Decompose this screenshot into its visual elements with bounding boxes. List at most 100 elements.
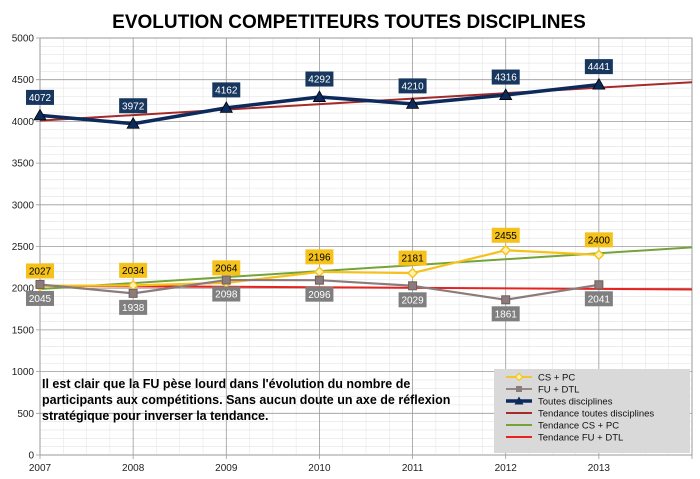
data-label: 2045: [26, 290, 54, 306]
data-label-text: 2400: [588, 235, 611, 246]
chart-title: EVOLUTION COMPETITEURS TOUTES DISCIPLINE…: [112, 12, 586, 33]
data-label-box: [26, 89, 54, 105]
data-label-box: [584, 232, 613, 248]
data-label: 2098: [212, 286, 241, 302]
data-label-box: [26, 263, 54, 279]
legend-marker: [514, 396, 524, 405]
x-tick-label: 2008: [122, 463, 145, 474]
data-label-text: 2096: [308, 290, 331, 301]
data-label: 4441: [584, 59, 613, 75]
data-label-text: 4162: [215, 85, 238, 96]
y-tick-label: 5000: [12, 34, 35, 45]
data-label-box: [398, 78, 427, 94]
legend-item: Toutes disciplines: [506, 396, 613, 407]
data-point: [33, 108, 47, 121]
data-label-box: [491, 69, 520, 85]
y-tick-label: 1000: [12, 367, 35, 378]
legend-item: FU + DTL: [506, 384, 579, 395]
data-label: 4162: [212, 82, 241, 98]
data-label: 2196: [305, 249, 334, 265]
data-label-box: [119, 299, 148, 315]
data-point: [405, 97, 420, 109]
y-tick-label: 3500: [12, 159, 35, 170]
y-tick-label: 4000: [12, 117, 35, 128]
data-label-box: [584, 291, 613, 307]
y-tick-label: 2500: [12, 242, 35, 253]
annotation-text: stratégique pour inverser la tendance.: [42, 409, 268, 423]
legend-item: Tendance FU + DTL: [506, 432, 623, 443]
data-point: [126, 116, 140, 129]
data-point: [128, 288, 138, 298]
data-label-box: [119, 262, 148, 278]
data-point: [501, 295, 511, 305]
y-tick-label: 1500: [12, 325, 35, 336]
data-label-text: 3972: [122, 101, 145, 112]
annotation-text: Il est clair que la FU pèse lourd dans l…: [42, 377, 410, 391]
x-tick-label: 2013: [588, 463, 611, 474]
legend-marker: [514, 372, 524, 382]
legend-item: Tendance CS + PC: [506, 420, 619, 431]
y-tick-label: 500: [17, 409, 34, 420]
data-label-box: [305, 249, 334, 265]
data-label: 2041: [584, 291, 613, 307]
x-tick-label: 2012: [495, 463, 518, 474]
data-label: 1938: [119, 299, 148, 315]
data-label-box: [212, 286, 241, 302]
y-tick-label: 4500: [12, 75, 35, 86]
data-point: [593, 249, 605, 261]
data-label: 2096: [305, 286, 334, 302]
data-label-text: 1938: [122, 303, 145, 314]
data-point: [499, 88, 513, 100]
data-label-box: [212, 260, 241, 276]
data-label: 2029: [398, 292, 427, 308]
data-label: 2034: [119, 262, 148, 278]
data-label-text: 2455: [495, 231, 518, 242]
data-label: 3972: [119, 98, 148, 114]
data-label: 2400: [584, 232, 613, 248]
legend: [494, 369, 690, 453]
data-label-text: 2064: [215, 263, 238, 274]
legend-label: Tendance CS + PC: [538, 420, 619, 431]
data-label-text: 4441: [588, 62, 611, 73]
data-label-box: [491, 227, 520, 243]
data-label-text: 2196: [308, 252, 331, 263]
data-label-box: [491, 306, 520, 322]
data-label-box: [584, 59, 613, 75]
data-label: 4072: [26, 89, 54, 105]
data-label: 2181: [398, 250, 427, 266]
data-label-box: [119, 98, 148, 114]
data-point: [221, 275, 231, 285]
data-label-box: [212, 82, 241, 98]
annotation-text: participants aux compétitions. Sans aucu…: [42, 393, 450, 407]
x-tick-label: 2007: [29, 463, 52, 474]
data-label: 2027: [26, 263, 54, 279]
data-label: 4210: [398, 78, 427, 94]
data-label-text: 4072: [29, 93, 52, 104]
data-label-box: [398, 292, 427, 308]
y-tick-label: 3000: [12, 200, 35, 211]
data-label-text: 2029: [401, 295, 424, 306]
data-point: [592, 77, 606, 90]
data-label-text: 4316: [495, 73, 518, 84]
data-label-text: 2027: [29, 267, 52, 278]
data-label-text: 2034: [122, 266, 145, 277]
data-point: [594, 280, 604, 290]
data-label-text: 4210: [401, 81, 424, 92]
data-label-text: 4292: [308, 75, 331, 86]
data-label-text: 2098: [215, 290, 238, 301]
legend-label: Tendance FU + DTL: [538, 432, 623, 443]
data-label-box: [305, 286, 334, 302]
data-label-text: 1861: [495, 309, 518, 320]
legend-label: Tendance toutes disciplines: [538, 408, 654, 419]
data-label-text: 2045: [29, 294, 52, 305]
data-label-box: [305, 71, 334, 87]
data-point: [407, 267, 419, 279]
data-label: 1861: [491, 306, 520, 322]
data-label-box: [26, 290, 54, 306]
data-point: [500, 244, 512, 256]
y-tick-label: 2000: [12, 284, 35, 295]
legend-marker: [516, 386, 522, 392]
data-label-text: 2041: [588, 294, 611, 305]
